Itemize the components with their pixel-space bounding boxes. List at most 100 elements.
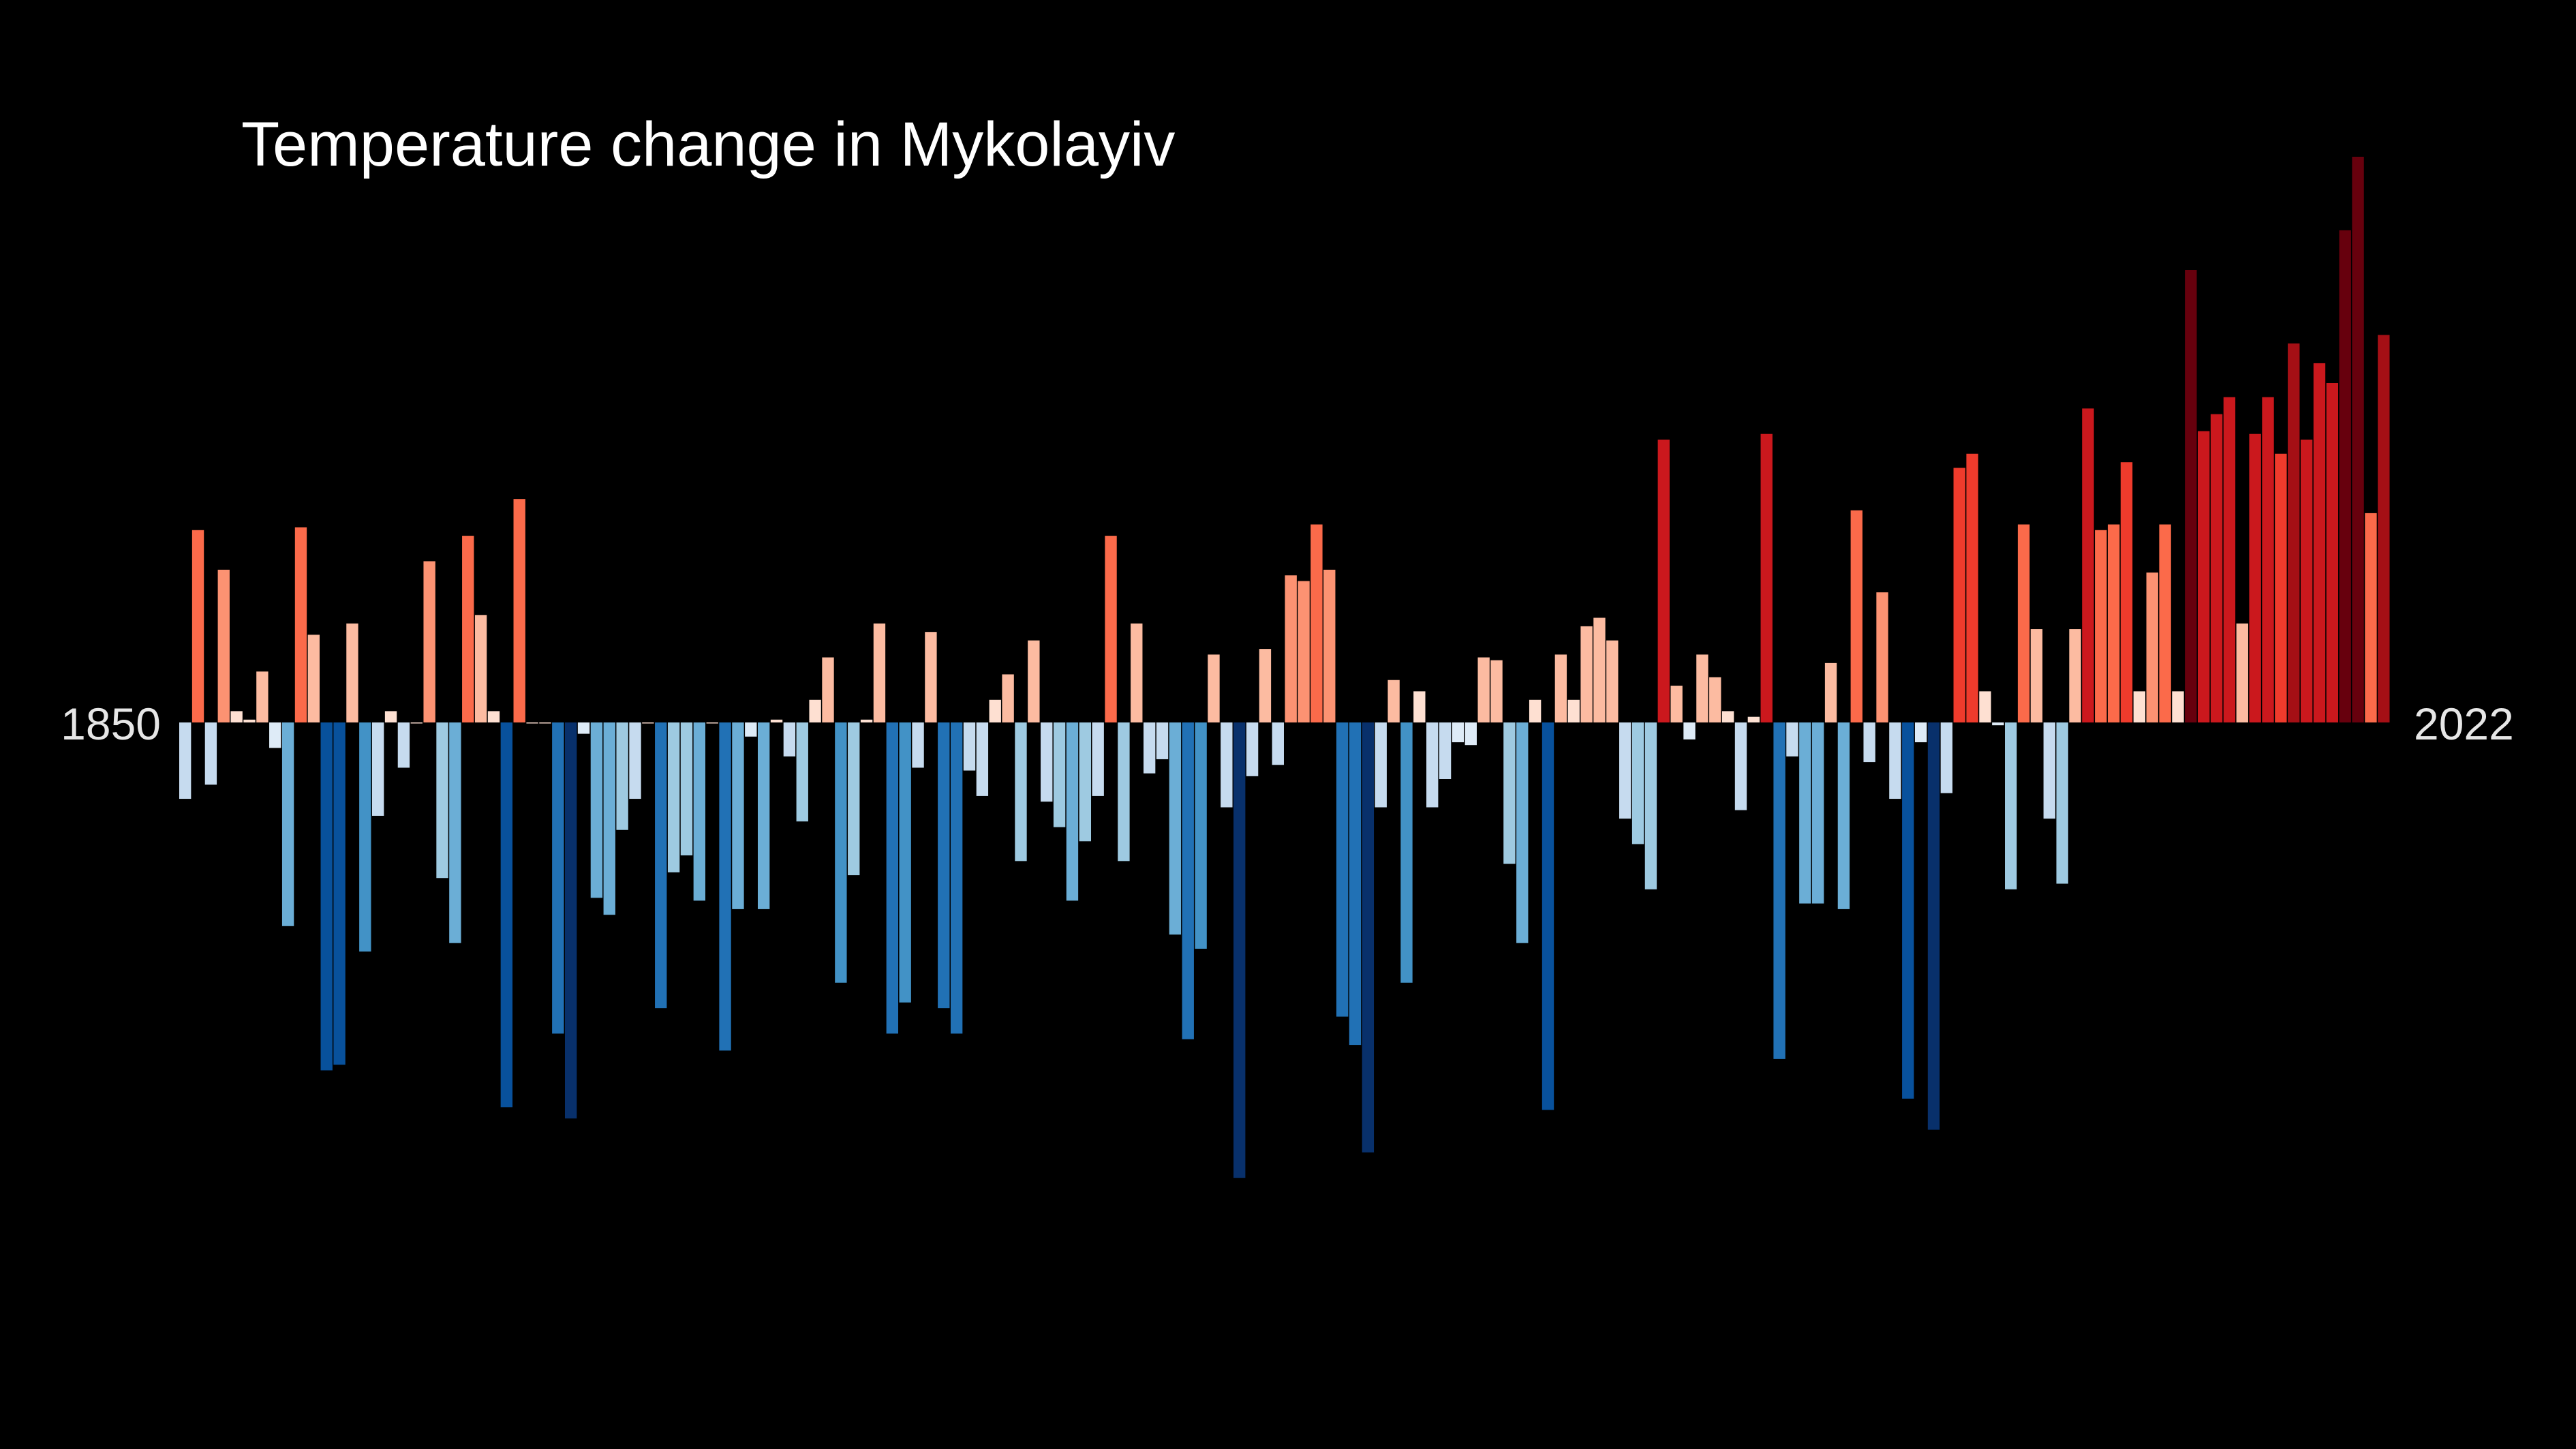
bar-year-1994 xyxy=(2030,629,2043,722)
bar-year-1882 xyxy=(590,722,603,898)
bar-year-1874 xyxy=(487,711,500,722)
bar-year-1912 xyxy=(976,722,989,796)
bar-year-2006 xyxy=(2185,270,2197,722)
bar-year-1860 xyxy=(307,635,320,722)
bar-year-1933 xyxy=(1246,722,1259,776)
bar-year-1864 xyxy=(359,722,371,952)
bar-year-1995 xyxy=(2043,722,2055,819)
bar-year-1884 xyxy=(616,722,628,830)
bar-year-1917 xyxy=(1041,722,1053,802)
bar-year-2009 xyxy=(2223,397,2236,722)
bar-year-1878 xyxy=(539,722,551,724)
bar-year-1987 xyxy=(1940,722,1953,793)
start-year-label: 1850 xyxy=(61,699,161,749)
bar-year-1927 xyxy=(1169,722,1182,935)
bar-year-1958 xyxy=(1567,699,1580,722)
bar-year-2012 xyxy=(2262,397,2274,722)
bar-year-1959 xyxy=(1580,626,1593,722)
bars-group xyxy=(179,157,2390,1178)
bar-year-1866 xyxy=(384,711,397,722)
bar-year-1885 xyxy=(629,722,641,799)
bar-year-1893 xyxy=(732,722,744,909)
bar-year-1859 xyxy=(294,527,307,722)
bar-year-2021 xyxy=(2378,335,2390,722)
bar-year-1870 xyxy=(436,722,448,879)
bar-year-1908 xyxy=(925,632,937,722)
bar-year-1964 xyxy=(1644,722,1657,889)
bar-year-1852 xyxy=(204,722,217,785)
bar-year-1986 xyxy=(1927,722,1940,1130)
bar-year-1887 xyxy=(655,722,667,1009)
bar-year-1863 xyxy=(346,623,358,722)
bar-year-2020 xyxy=(2365,513,2377,722)
bar-year-1937 xyxy=(1298,581,1310,722)
bar-year-1972 xyxy=(1747,716,1760,722)
bar-year-1977 xyxy=(1812,722,1824,904)
bar-year-1888 xyxy=(667,722,680,872)
bar-year-1936 xyxy=(1285,575,1297,722)
bar-year-1971 xyxy=(1734,722,1747,810)
bar-year-1900 xyxy=(822,657,834,722)
bar-year-1872 xyxy=(462,536,474,722)
bar-year-1938 xyxy=(1310,524,1323,722)
bar-year-1965 xyxy=(1657,440,1670,722)
bar-year-1931 xyxy=(1221,722,1233,808)
bar-year-1916 xyxy=(1028,640,1040,722)
bar-year-1877 xyxy=(526,722,538,724)
bar-year-1941 xyxy=(1349,722,1362,1046)
bar-year-1992 xyxy=(2005,722,2017,889)
bar-year-1957 xyxy=(1554,654,1567,722)
bar-year-1943 xyxy=(1375,722,1387,808)
bar-year-2002 xyxy=(2133,691,2146,722)
bar-year-1928 xyxy=(1182,722,1194,1039)
bar-year-1963 xyxy=(1631,722,1644,844)
bar-year-1911 xyxy=(963,722,976,771)
bar-year-2011 xyxy=(2249,433,2261,722)
bar-year-1903 xyxy=(860,719,873,722)
bar-year-1944 xyxy=(1387,680,1400,722)
bar-year-1976 xyxy=(1799,722,1811,904)
bar-year-1871 xyxy=(449,722,461,943)
bar-year-1952 xyxy=(1490,660,1503,722)
bar-year-1946 xyxy=(1413,691,1426,722)
bar-year-2018 xyxy=(2339,230,2351,722)
bar-year-1962 xyxy=(1619,722,1631,819)
bar-year-1913 xyxy=(989,699,1001,722)
bar-year-2007 xyxy=(2198,431,2210,722)
bar-year-1873 xyxy=(474,615,487,722)
bar-year-1988 xyxy=(1953,468,1965,722)
bar-year-1921 xyxy=(1092,722,1104,796)
bar-year-1867 xyxy=(397,722,410,768)
bar-year-1904 xyxy=(873,623,886,722)
bar-year-2004 xyxy=(2159,524,2171,722)
bar-year-1942 xyxy=(1362,722,1375,1153)
bar-year-1932 xyxy=(1233,722,1246,1178)
bar-year-1910 xyxy=(950,722,963,1034)
bar-year-1951 xyxy=(1477,657,1490,722)
bar-year-1890 xyxy=(693,722,706,901)
bar-year-1920 xyxy=(1079,722,1091,842)
bar-year-1983 xyxy=(1889,722,1901,799)
bar-year-1886 xyxy=(642,722,654,724)
bar-year-1940 xyxy=(1336,722,1349,1017)
bar-year-1975 xyxy=(1786,722,1798,757)
bar-year-1955 xyxy=(1529,699,1542,722)
bar-year-1898 xyxy=(796,722,808,822)
bar-year-1907 xyxy=(912,722,924,768)
bar-year-1858 xyxy=(281,722,294,926)
bar-year-1982 xyxy=(1876,592,1888,722)
bar-year-1924 xyxy=(1131,623,1143,722)
bar-year-1909 xyxy=(938,722,950,1009)
bar-year-1996 xyxy=(2056,722,2068,884)
chart-title: Temperature change in Mykolayiv xyxy=(241,110,1175,179)
bar-year-1939 xyxy=(1323,569,1336,722)
bar-year-1984 xyxy=(1902,722,1914,1099)
bar-year-2008 xyxy=(2210,414,2223,722)
bar-year-1978 xyxy=(1824,662,1837,722)
bar-year-1880 xyxy=(564,722,577,1118)
bar-year-1947 xyxy=(1426,722,1439,808)
bar-year-1934 xyxy=(1259,649,1272,722)
bar-year-1979 xyxy=(1837,722,1850,909)
bar-year-1950 xyxy=(1465,722,1477,746)
